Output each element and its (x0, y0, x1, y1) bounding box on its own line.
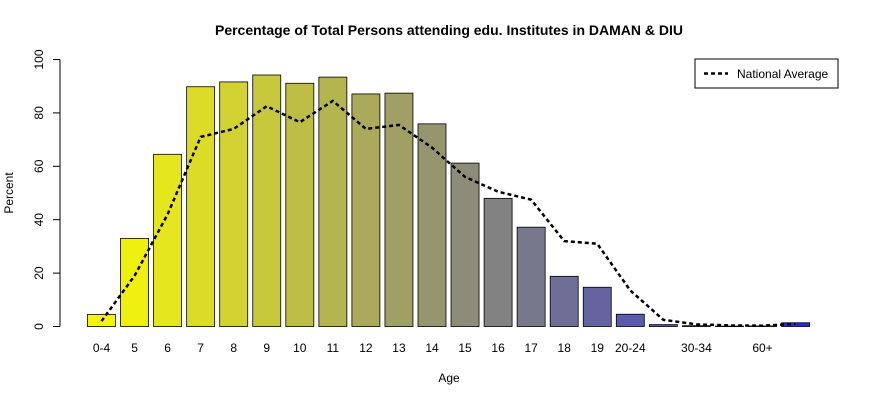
x-tick-label: 14 (425, 341, 439, 355)
bar (153, 153, 183, 327)
bar (351, 93, 381, 327)
bar (120, 237, 149, 327)
bar (417, 123, 447, 327)
x-tick-label: 18 (558, 341, 572, 355)
bar (516, 226, 546, 327)
x-tick-label: 17 (524, 341, 538, 355)
bar (219, 81, 249, 327)
x-tick-label: 30-34 (681, 341, 712, 355)
bar (318, 76, 348, 327)
x-tick-label: 12 (359, 341, 373, 355)
national-average-series (100, 99, 796, 327)
bar (549, 275, 579, 327)
legend-box (694, 58, 839, 89)
legend: National Average (694, 58, 839, 89)
x-tick-label: 20-24 (615, 341, 646, 355)
x-tick-label: 19 (591, 341, 605, 355)
y-axis-label: Percent (2, 172, 16, 214)
x-tick-label: 16 (491, 341, 505, 355)
bar (384, 92, 414, 327)
x-tick-label: 10 (293, 341, 307, 355)
x-tick-label: 6 (164, 341, 171, 355)
chart-title: Percentage of Total Persons attending ed… (215, 22, 683, 38)
x-axis-tick-labels: 0-4 5 6 7 8 9 10 11 12 13 14 15 16 17 18 19 20-24 30-34 60… (93, 341, 773, 355)
y-axis: 0 20 40 60 80 100 (32, 49, 61, 330)
bar (648, 324, 678, 327)
y-tick-label: 0 (32, 323, 46, 330)
y-tick-label: 40 (32, 213, 46, 227)
bar (582, 286, 612, 327)
bar (682, 325, 711, 327)
x-tick-label: 0-4 (93, 341, 111, 355)
x-tick-label: 11 (327, 341, 340, 355)
x-tick-label: 7 (197, 341, 204, 355)
y-tick-label: 100 (32, 49, 46, 69)
y-tick-label: 80 (32, 106, 46, 120)
bar (715, 325, 744, 327)
x-tick-label: 9 (263, 341, 270, 355)
national-average-line (100, 99, 796, 327)
bar (252, 74, 282, 327)
bar (186, 86, 216, 327)
bars (87, 74, 810, 327)
y-tick-label: 60 (32, 159, 46, 173)
bar (615, 313, 645, 327)
y-tick-label: 20 (32, 266, 46, 280)
bar (285, 82, 315, 327)
legend-label-national-average: National Average (737, 67, 829, 81)
x-tick-label: 5 (131, 341, 138, 355)
x-tick-label: 8 (230, 341, 237, 355)
x-tick-label: 13 (392, 341, 406, 355)
x-axis-label: Age (438, 371, 460, 385)
x-tick-label: 60+ (752, 341, 772, 355)
bar (483, 197, 513, 327)
x-tick-label: 15 (458, 341, 472, 355)
bar (450, 162, 480, 327)
